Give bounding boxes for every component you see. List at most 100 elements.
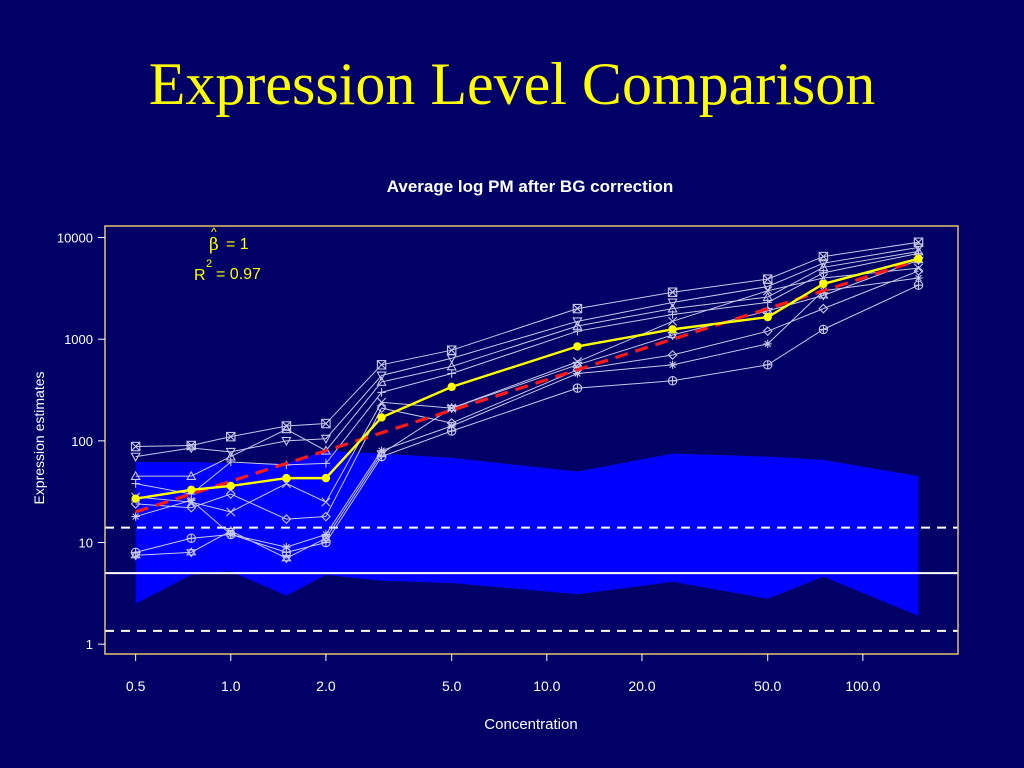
probe-7-point-8-stroke <box>574 370 581 377</box>
y-tick-label-2: 10 <box>79 536 93 551</box>
x-tick-label-4: 5.0 <box>442 678 462 694</box>
probe-5-point-9-stroke <box>667 316 678 326</box>
probe-5-point-6 <box>376 397 387 407</box>
average-series <box>131 254 923 503</box>
y-tick-label-5: 10000 <box>57 231 93 246</box>
probe-2-point-9 <box>667 298 678 308</box>
probe-6-point-10-shape <box>762 326 773 337</box>
probe-9-point-5-tri2 <box>320 533 332 542</box>
y-tick-label-3: 100 <box>71 434 93 449</box>
probe-2-point-3-shape <box>225 447 236 458</box>
probe-2-point-9-shape <box>667 298 678 308</box>
probe-7-point-10 <box>763 339 772 349</box>
probe-2-point-10 <box>762 282 773 292</box>
probe-1-point-10-stroke <box>763 274 773 284</box>
probe-line-6 <box>135 270 919 520</box>
probe-6-point-1 <box>130 498 141 509</box>
probe-2-point-7 <box>446 354 457 364</box>
probe-9-point-5-tri1 <box>320 535 332 544</box>
probe-6-point-1-shape <box>130 498 141 509</box>
average-point-4 <box>282 473 291 483</box>
probe-9-point-3 <box>225 525 236 537</box>
probe-4-point-7 <box>447 369 456 378</box>
probe-4-point-11 <box>819 268 828 278</box>
fit-line <box>135 258 920 514</box>
probe-9-point-7 <box>446 402 457 414</box>
probe-6-point-2-shape <box>186 502 197 513</box>
y-axis-label: Expression estimates <box>31 371 47 504</box>
probe-5-point-9 <box>667 316 678 326</box>
probe-2-point-4 <box>281 436 292 447</box>
probe-line-9 <box>135 259 919 559</box>
probe-line-3 <box>135 250 919 477</box>
probe-2-point-5-shape <box>320 434 332 445</box>
probe-9-point-11-tri2 <box>818 290 829 299</box>
probe-5-point-3-stroke <box>226 507 236 517</box>
probe-9-point-10-tri1 <box>762 307 773 317</box>
probe-series-4 <box>131 249 923 499</box>
probe-4-point-1 <box>131 479 140 488</box>
x-tick-label-5: 10.0 <box>533 678 560 694</box>
probe-2-point-4-shape <box>281 436 292 447</box>
probe-1-point-4-box <box>281 421 292 431</box>
probe-5-point-10 <box>763 286 773 296</box>
probe-4-point-9 <box>668 310 677 319</box>
probe-6-point-9 <box>667 349 678 360</box>
probe-5-point-6-stroke <box>376 397 387 407</box>
probe-1-point-9-stroke <box>667 287 678 297</box>
probe-1-point-1 <box>130 441 141 452</box>
probe-6-point-5 <box>320 511 331 522</box>
probe-7-point-12 <box>914 273 923 283</box>
average-point-10 <box>763 312 772 322</box>
probe-3-point-4-shape <box>281 423 292 434</box>
r2-exponent: 2 <box>206 258 212 270</box>
probe-1-point-3 <box>226 431 236 442</box>
probe-2-point-1 <box>130 452 141 462</box>
probe-2-point-12-shape <box>913 243 924 253</box>
probe-6-point-10 <box>762 326 773 337</box>
probe-7-point-9 <box>668 360 677 370</box>
beta-hat-symbol: ^ <box>211 225 217 239</box>
probe-2-point-5 <box>320 434 332 445</box>
probe-9-point-1-tri1 <box>130 552 141 561</box>
probe-2-point-11 <box>818 259 829 269</box>
probe-3-point-2-shape <box>186 470 197 481</box>
probe-1-point-7 <box>446 345 457 355</box>
probe-1-point-6-stroke <box>376 360 387 370</box>
probe-series <box>130 237 924 564</box>
reference-lines <box>105 526 958 632</box>
probe-2-point-7-shape <box>446 354 457 364</box>
probe-9-point-2 <box>186 547 197 558</box>
beta-value: = 1 <box>226 236 249 253</box>
probe-6-point-11 <box>818 303 829 314</box>
r2-value: = 0.97 <box>216 266 261 283</box>
probe-8-point-8 <box>572 383 583 393</box>
probe-2-point-1-shape <box>130 452 141 462</box>
probe-4-point-10 <box>763 298 772 307</box>
probe-1-point-3-stroke <box>226 432 236 442</box>
average-point-3 <box>226 481 235 491</box>
probe-4-point-3 <box>226 457 235 467</box>
probe-8-point-7 <box>446 426 457 436</box>
probe-1-point-11-box <box>818 251 829 262</box>
average-point-6 <box>377 413 386 422</box>
average-point-7 <box>447 382 456 392</box>
y-tick-label-4: 1000 <box>64 332 93 347</box>
probe-9-point-9-tri2 <box>667 329 678 339</box>
average-line <box>135 257 919 500</box>
fit-annotation: ^ β = 1 R 2 = 0.97 <box>194 225 261 284</box>
probe-8-point-2 <box>186 533 197 544</box>
probe-7-point-9-stroke <box>669 361 676 369</box>
probe-5-point-3 <box>226 507 236 517</box>
probe-8-point-9 <box>667 376 678 386</box>
average-point-9 <box>668 325 677 334</box>
noise-band-area <box>135 450 919 616</box>
slide-title: Expression Level Comparison <box>148 51 876 117</box>
probe-6-point-9-shape <box>667 349 678 360</box>
probe-2-point-8-shape <box>572 317 583 327</box>
probe-1-point-9-box <box>667 287 678 297</box>
probe-1-point-6 <box>376 360 387 370</box>
probe-7-point-12-stroke <box>915 274 922 282</box>
probe-9-point-1 <box>130 549 141 561</box>
